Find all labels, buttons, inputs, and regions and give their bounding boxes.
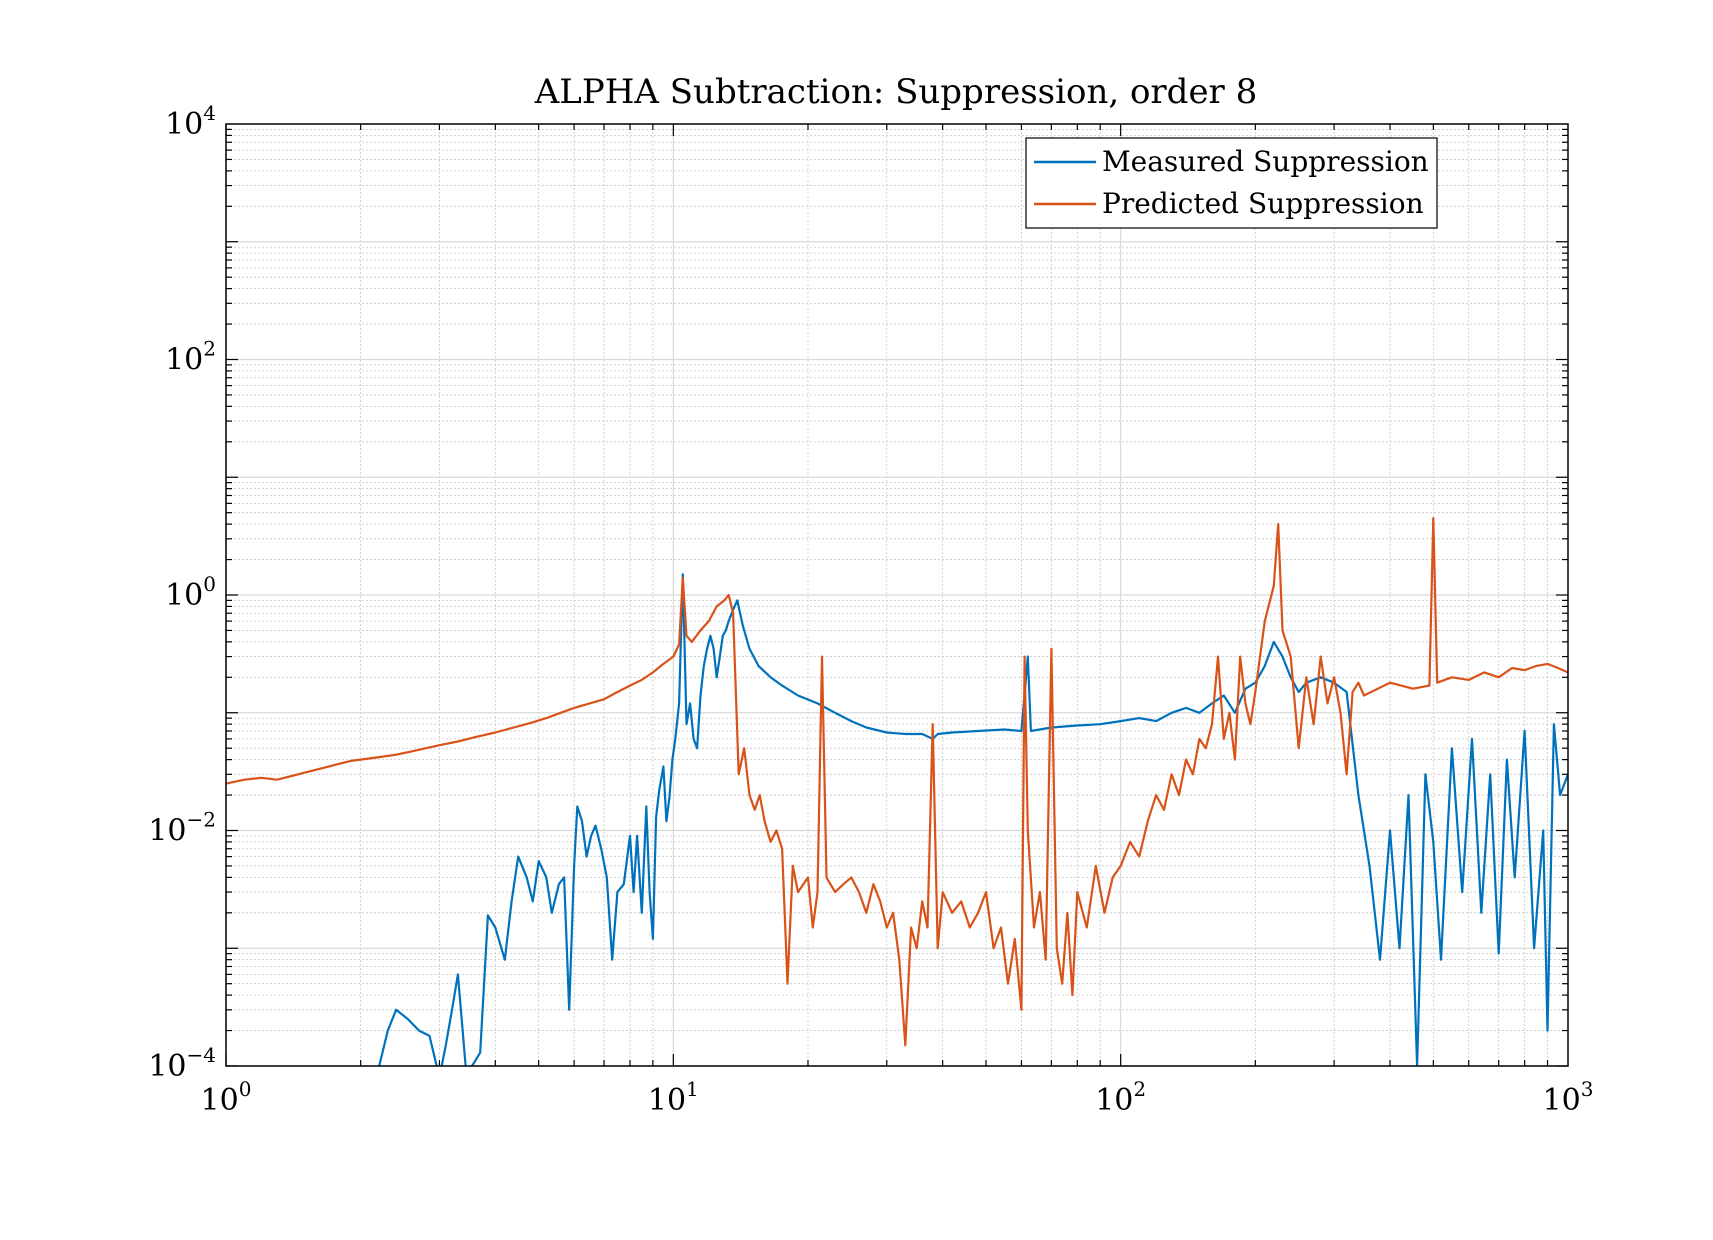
grid [225, 124, 1568, 1067]
legend-box [1025, 137, 1438, 229]
x-tick-label: 103 [1543, 1077, 1594, 1118]
y-tick-label: 10−4 [148, 1043, 216, 1084]
x-tick-label: 100 [201, 1077, 252, 1118]
x-tick-label: 102 [1095, 1077, 1146, 1118]
y-tick-label: 100 [165, 572, 216, 613]
legend-label: Predicted Suppression [1102, 187, 1424, 220]
chart-title: ALPHA Subtraction: Suppression, order 8 [534, 72, 1258, 112]
legend: Measured Suppression Predicted Suppressio… [1025, 137, 1438, 229]
x-tick-label: 101 [648, 1077, 699, 1118]
series-line-measured [378, 573, 1568, 1066]
y-tick-label: 10−2 [148, 808, 216, 849]
series-layer [226, 517, 1568, 1066]
legend-label: Measured Suppression [1102, 145, 1429, 178]
y-tick-label: 104 [165, 101, 216, 142]
ticks: 100 101 102 103 10−4 10−2 100 102 104 [148, 101, 1593, 1118]
series-line-predicted [226, 517, 1568, 1047]
y-tick-label: 102 [165, 337, 216, 378]
